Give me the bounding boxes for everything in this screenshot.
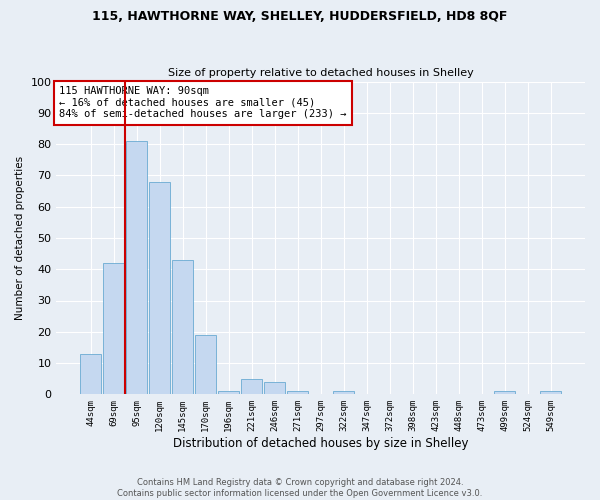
- Bar: [218, 391, 239, 394]
- Y-axis label: Number of detached properties: Number of detached properties: [15, 156, 25, 320]
- Text: Contains HM Land Registry data © Crown copyright and database right 2024.
Contai: Contains HM Land Registry data © Crown c…: [118, 478, 482, 498]
- Bar: [196, 335, 216, 394]
- Text: 115, HAWTHORNE WAY, SHELLEY, HUDDERSFIELD, HD8 8QF: 115, HAWTHORNE WAY, SHELLEY, HUDDERSFIEL…: [92, 10, 508, 23]
- Bar: [287, 391, 308, 394]
- Bar: [103, 263, 124, 394]
- Bar: [241, 378, 262, 394]
- X-axis label: Distribution of detached houses by size in Shelley: Distribution of detached houses by size …: [173, 437, 469, 450]
- Text: 115 HAWTHORNE WAY: 90sqm
← 16% of detached houses are smaller (45)
84% of semi-d: 115 HAWTHORNE WAY: 90sqm ← 16% of detach…: [59, 86, 347, 120]
- Bar: [172, 260, 193, 394]
- Bar: [265, 382, 285, 394]
- Bar: [334, 391, 354, 394]
- Bar: [127, 141, 147, 395]
- Bar: [149, 182, 170, 394]
- Title: Size of property relative to detached houses in Shelley: Size of property relative to detached ho…: [168, 68, 473, 78]
- Bar: [80, 354, 101, 395]
- Bar: [494, 391, 515, 394]
- Bar: [540, 391, 561, 394]
